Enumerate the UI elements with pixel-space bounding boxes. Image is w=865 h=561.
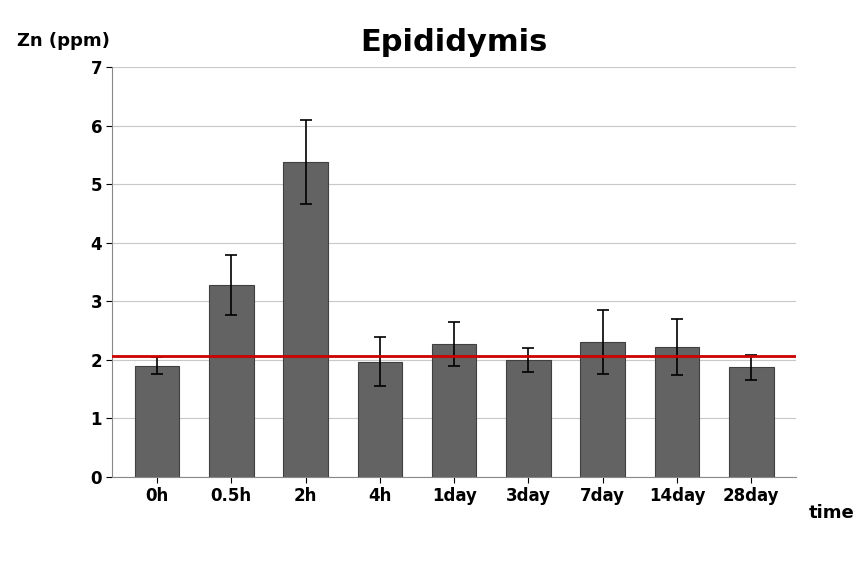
Bar: [357, 362, 402, 477]
Bar: [284, 162, 328, 477]
Bar: [506, 360, 551, 477]
Bar: [655, 347, 699, 477]
Bar: [729, 367, 773, 477]
Title: Epididymis: Epididymis: [361, 27, 548, 57]
Text: time: time: [809, 504, 855, 522]
Text: Zn (ppm): Zn (ppm): [17, 33, 110, 50]
Bar: [209, 285, 253, 477]
Bar: [135, 366, 179, 477]
Bar: [580, 342, 625, 477]
Bar: [432, 344, 477, 477]
